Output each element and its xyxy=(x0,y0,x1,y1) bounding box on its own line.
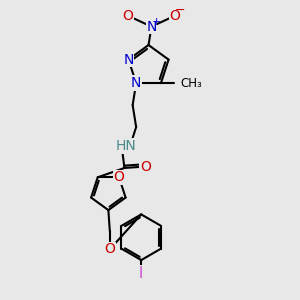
Text: +: + xyxy=(152,16,161,27)
Text: O: O xyxy=(169,9,180,23)
Text: O: O xyxy=(114,170,124,184)
Text: O: O xyxy=(104,242,115,256)
Text: N: N xyxy=(146,20,157,34)
Text: N: N xyxy=(131,76,141,90)
Text: I: I xyxy=(139,266,143,281)
Text: O: O xyxy=(140,160,151,173)
Text: N: N xyxy=(123,52,134,67)
Text: −: − xyxy=(175,4,185,17)
Text: HN: HN xyxy=(116,139,136,153)
Text: O: O xyxy=(123,9,134,23)
Text: CH₃: CH₃ xyxy=(181,76,202,90)
